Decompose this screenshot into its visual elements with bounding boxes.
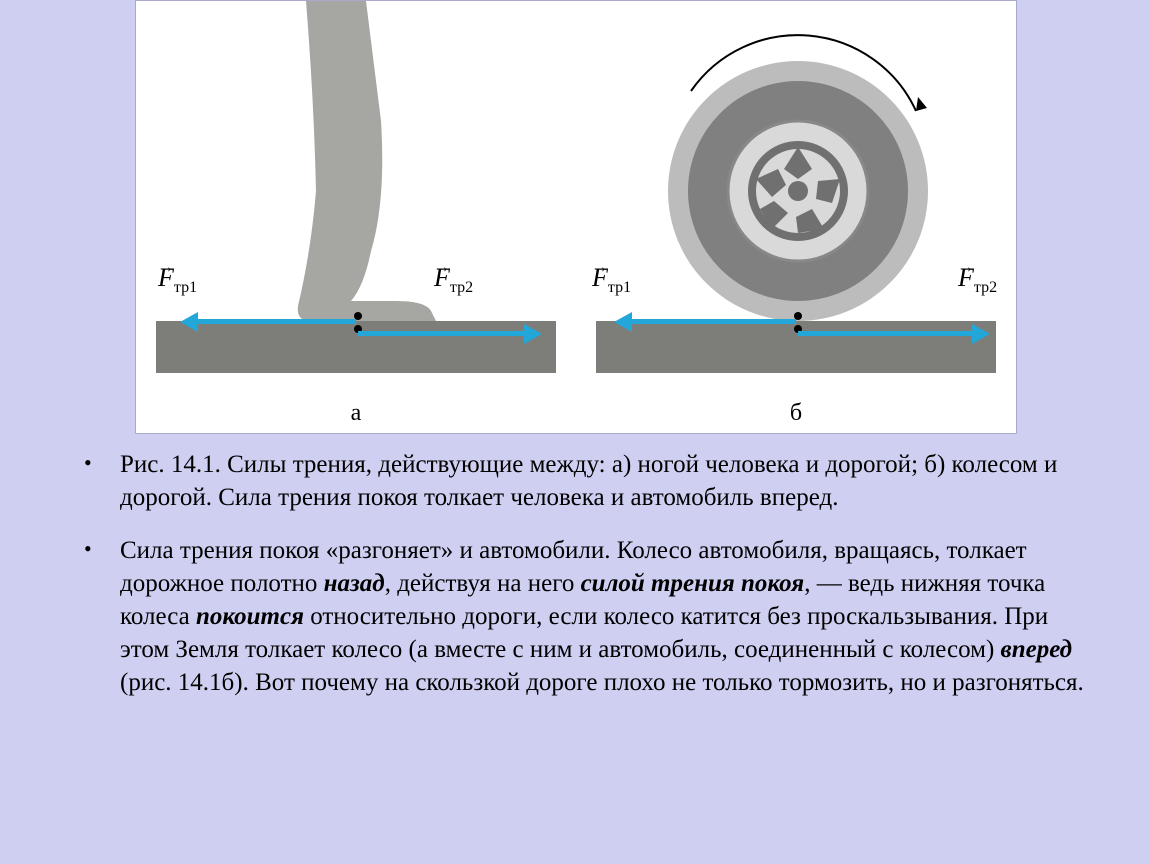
vector-arrow-icon: → xyxy=(434,259,450,277)
panel-b: → Fтр1 → Fтр2 б xyxy=(576,1,1016,433)
caption-text: Рис. 14.1. Силы трения, действующие межд… xyxy=(120,451,1057,511)
figure: → Fтр1 → Fтр2 а xyxy=(135,0,1017,434)
arrow-ftr1-a xyxy=(196,319,356,324)
arrow-ftr2-a xyxy=(358,331,526,336)
vector-arrow-icon: → xyxy=(158,259,174,277)
panel-a: → Fтр1 → Fтр2 а xyxy=(136,1,576,433)
arrow-ftr2-b xyxy=(798,331,974,336)
label-ftr2-a: → Fтр2 xyxy=(434,263,473,297)
arrow-ftr1-b xyxy=(630,319,796,324)
vector-arrow-icon: → xyxy=(592,259,608,277)
vector-arrow-icon: → xyxy=(958,259,974,277)
panel-a-letter: а xyxy=(136,400,576,427)
paragraph-bullet: Сила трения покоя «разгоняет» и автомоби… xyxy=(78,534,1090,699)
label-ftr2-b: → Fтр2 xyxy=(958,263,997,297)
foot-svg xyxy=(136,1,576,341)
text-area: Рис. 14.1. Силы трения, действующие межд… xyxy=(78,448,1090,719)
caption-bullet: Рис. 14.1. Силы трения, действующие межд… xyxy=(78,448,1090,514)
wheel-svg xyxy=(576,1,1016,341)
panel-b-letter: б xyxy=(576,400,1016,427)
label-ftr1-a: → Fтр1 xyxy=(158,263,197,297)
slide: → Fтр1 → Fтр2 а xyxy=(0,0,1150,864)
label-ftr1-b: → Fтр1 xyxy=(592,263,631,297)
